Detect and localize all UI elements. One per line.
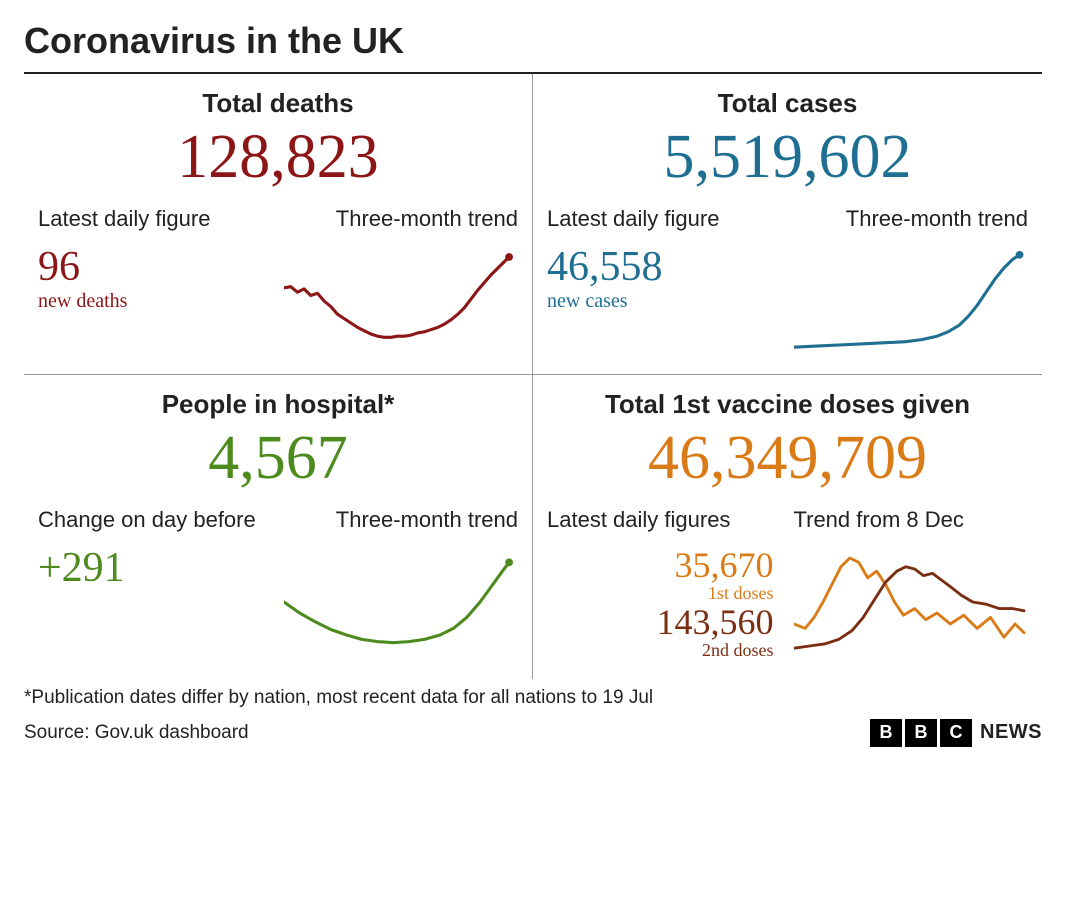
- footnote: *Publication dates differ by nation, mos…: [24, 687, 1042, 709]
- panel-vaccine: Total 1st vaccine doses given 46,349,709…: [533, 375, 1042, 679]
- vaccine-second-caption: 2nd doses: [547, 640, 774, 661]
- deaths-daily-value: 96: [38, 246, 272, 288]
- deaths-daily-label: Latest daily figure: [38, 206, 272, 232]
- hospital-title: People in hospital*: [38, 389, 518, 420]
- deaths-total: 128,823: [38, 125, 518, 190]
- bbc-logo-block: C: [940, 719, 972, 747]
- hospital-change-value: +291: [38, 547, 272, 589]
- vaccine-daily-label: Latest daily figures: [547, 507, 782, 533]
- cases-daily-caption: new cases: [547, 290, 782, 313]
- panel-deaths: Total deaths 128,823 Latest daily figure…: [24, 74, 533, 375]
- deaths-title: Total deaths: [38, 88, 518, 119]
- metrics-grid: Total deaths 128,823 Latest daily figure…: [24, 74, 1042, 679]
- vaccine-first-caption: 1st doses: [547, 583, 774, 604]
- source-text: Source: Gov.uk dashboard: [24, 722, 249, 744]
- deaths-sparkline: [284, 246, 518, 356]
- panel-cases: Total cases 5,519,602 Latest daily figur…: [533, 74, 1042, 375]
- cases-sparkline: [794, 246, 1029, 356]
- hospital-total: 4,567: [38, 426, 518, 491]
- cases-daily-label: Latest daily figure: [547, 206, 782, 232]
- hospital-sparkline: [284, 547, 518, 657]
- hospital-change-label: Change on day before: [38, 507, 272, 533]
- bbc-news-text: NEWS: [980, 721, 1042, 744]
- hospital-trend-label: Three-month trend: [284, 507, 518, 533]
- bbc-news-logo: BBC NEWS: [870, 719, 1042, 747]
- vaccine-title: Total 1st vaccine doses given: [547, 389, 1028, 420]
- deaths-daily-caption: new deaths: [38, 290, 272, 313]
- vaccine-sparkline: [794, 547, 1029, 657]
- cases-title: Total cases: [547, 88, 1028, 119]
- cases-daily-value: 46,558: [547, 246, 782, 288]
- deaths-trend-label: Three-month trend: [284, 206, 518, 232]
- vaccine-total: 46,349,709: [547, 426, 1028, 491]
- bbc-logo-block: B: [870, 719, 902, 747]
- cases-total: 5,519,602: [547, 125, 1028, 190]
- bbc-logo-block: B: [905, 719, 937, 747]
- cases-trend-label: Three-month trend: [794, 206, 1029, 232]
- vaccine-trend-label: Trend from 8 Dec: [794, 507, 1029, 533]
- panel-hospital: People in hospital* 4,567 Change on day …: [24, 375, 533, 679]
- vaccine-first-value: 35,670: [547, 547, 774, 585]
- vaccine-second-value: 143,560: [547, 604, 774, 642]
- page-title: Coronavirus in the UK: [24, 20, 1042, 62]
